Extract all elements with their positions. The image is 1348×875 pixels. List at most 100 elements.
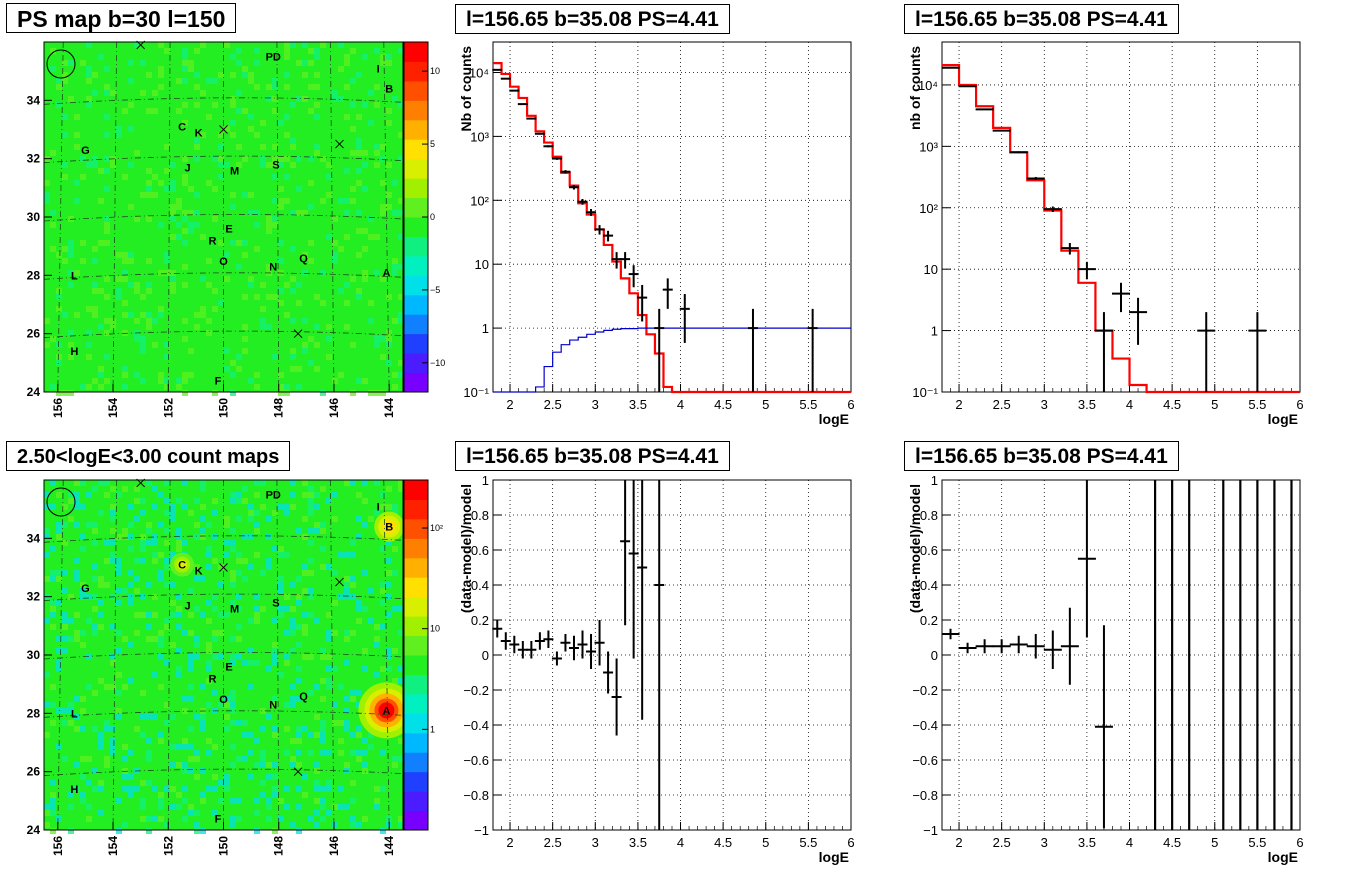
ps_map-pixel	[92, 378, 98, 384]
ps_map-xtick-label: 154	[106, 398, 120, 418]
count_map-pixel	[68, 792, 74, 798]
count_map-pixel	[272, 696, 278, 702]
count_map-pixel	[74, 576, 80, 582]
ps_map-pixel	[56, 390, 62, 396]
count_map-pixel	[284, 510, 290, 516]
ps_map-pixel	[332, 252, 338, 258]
count_map-pixel	[320, 678, 326, 684]
count_map-xtick-label: 144	[382, 836, 396, 856]
count_map-pixel	[314, 732, 320, 738]
ps_map-pixel	[50, 66, 56, 72]
count_map-pixel	[230, 570, 236, 576]
ps_map-pixel	[146, 168, 152, 174]
res_coarse-ytick-label: −0.8	[912, 788, 938, 803]
ps_map-pixel	[194, 84, 200, 90]
ps_map-pixel	[80, 240, 86, 246]
res_coarse-ytick-label: −0.6	[912, 753, 938, 768]
count_map-pixel	[254, 828, 260, 834]
count_map-pixel	[326, 750, 332, 756]
ps_map-pixel	[398, 210, 404, 216]
ps_map-pixel	[326, 192, 332, 198]
ps_map-pixel	[146, 192, 152, 198]
count_map-pixel	[254, 522, 260, 528]
ps_map-pixel	[44, 180, 50, 186]
ps_map-pixel	[254, 294, 260, 300]
count_map-pixel	[320, 798, 326, 804]
count_map-pixel	[212, 606, 218, 612]
count_map-pixel	[320, 564, 326, 570]
count_map-pixel	[386, 504, 392, 510]
count_map-pixel	[140, 690, 146, 696]
ps_map-pixel	[230, 360, 236, 366]
count_map-pixel	[398, 822, 404, 828]
ps_map-pixel	[182, 54, 188, 60]
count_map-pixel	[116, 672, 122, 678]
count_map-pixel	[320, 786, 326, 792]
ps_map-pixel	[380, 336, 386, 342]
count_map-colorbar-label: 1	[430, 724, 435, 734]
count_map-pixel	[236, 570, 242, 576]
count_map-pixel	[398, 480, 404, 486]
ps_map-pixel	[170, 234, 176, 240]
count_map-pixel	[50, 504, 56, 510]
ps_map-pixel	[98, 240, 104, 246]
count_map-pixel	[188, 756, 194, 762]
ps_map-pixel	[272, 96, 278, 102]
spec_fine-xlabel: logE	[819, 411, 849, 427]
count_map-pixel	[398, 486, 404, 492]
count_map-pixel	[74, 786, 80, 792]
count_map-pixel	[218, 564, 224, 570]
count_map-pixel	[380, 786, 386, 792]
ps_map-pixel	[182, 372, 188, 378]
ps_map-pixel	[206, 258, 212, 264]
count_map-pixel	[188, 612, 194, 618]
res_fine-ytick-label: 0.8	[471, 508, 489, 523]
count_map-pixel	[230, 708, 236, 714]
ps_map-pixel	[134, 288, 140, 294]
count_map-pixel	[260, 792, 266, 798]
count_map-pixel	[56, 528, 62, 534]
count_map-pixel	[158, 732, 164, 738]
ps_map-pixel	[194, 324, 200, 330]
count_map-pixel	[128, 522, 134, 528]
ps_map-pixel	[50, 336, 56, 342]
count_map-pixel	[170, 510, 176, 516]
count_map-pixel	[212, 636, 218, 642]
ps_map-pixel	[392, 270, 398, 276]
count_map-pixel	[332, 570, 338, 576]
ps_map-pixel	[98, 366, 104, 372]
count_map-pixel	[392, 504, 398, 510]
count_map-pixel	[302, 480, 308, 486]
count_map-pixel	[200, 516, 206, 522]
count_map-pixel	[290, 480, 296, 486]
res_fine-xtick-label: 2	[506, 835, 513, 850]
ps_map-pixel	[140, 294, 146, 300]
ps_map-pixel	[398, 294, 404, 300]
count_map-pixel	[116, 714, 122, 720]
ps_map-pixel	[74, 132, 80, 138]
count_map-pixel	[182, 540, 188, 546]
count_map-pixel	[308, 558, 314, 564]
ps_map-pixel	[350, 78, 356, 84]
ps_map-pixel	[338, 66, 344, 72]
count_map-pixel	[44, 702, 50, 708]
count_map-cross-marker	[293, 767, 303, 776]
ps_map-pixel	[110, 324, 116, 330]
ps_map-pixel	[290, 144, 296, 150]
count_map-pixel	[248, 732, 254, 738]
res_coarse-ytick-label: 0	[931, 648, 938, 663]
count_map-pixel	[74, 570, 80, 576]
count_map-pixel	[92, 564, 98, 570]
count_map-pixel	[182, 798, 188, 804]
ps_map-colorbar-band	[404, 236, 428, 257]
ps_map-pixel	[374, 84, 380, 90]
count_map-pixel	[92, 690, 98, 696]
ps_map-source-label: R	[208, 235, 216, 247]
count_map-colorbar-band	[404, 791, 428, 812]
count_map-colorbar-band	[404, 693, 428, 714]
ps_map-pixel	[332, 240, 338, 246]
ps_map-pixel	[164, 48, 170, 54]
count_map-pixel	[344, 576, 350, 582]
ps_map-pixel	[272, 174, 278, 180]
